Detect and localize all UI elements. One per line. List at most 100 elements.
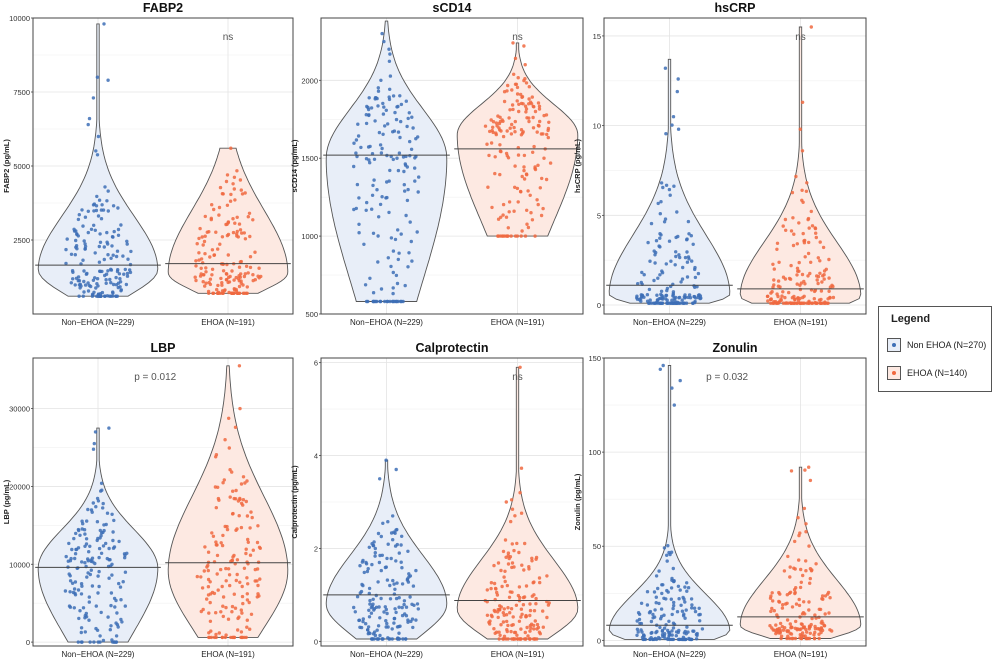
data-point-non-ehoa [108,628,113,632]
data-point-non-ehoa [99,489,103,493]
data-point-ehoa [525,116,529,120]
data-point-ehoa [501,134,506,139]
data-point-non-ehoa [688,296,693,300]
significance-annotation: ns [223,32,234,43]
data-point-non-ehoa [113,605,117,609]
data-point-non-ehoa [400,534,404,538]
data-point-non-ehoa [409,239,413,244]
data-point-non-ehoa [394,610,398,615]
data-point-ehoa [234,488,238,493]
data-point-ehoa [536,163,540,167]
data-point-non-ehoa [86,230,91,235]
x-tick-label: EHOA (N=191) [491,650,545,659]
data-point-ehoa [804,530,808,534]
data-point-non-ehoa [393,531,397,535]
data-point-non-ehoa [392,129,397,133]
data-point-ehoa [249,510,253,514]
data-point-ehoa [489,141,494,145]
data-point-ehoa [804,569,808,573]
data-point-ehoa [251,218,255,222]
data-point-non-ehoa [369,106,374,110]
legend-title: Legend [891,313,931,325]
data-point-ehoa [208,255,212,259]
data-point-non-ehoa [382,610,386,614]
data-point-non-ehoa [663,636,667,641]
data-point-outlier [394,467,398,472]
data-point-ehoa [225,527,230,532]
data-point-ehoa [207,611,211,615]
data-point-ehoa [784,228,788,232]
data-point-ehoa [513,514,517,518]
data-point-ehoa [810,224,815,228]
x-tick-label: Non−EHOA (N=229) [62,650,135,659]
data-point-ehoa [810,301,815,305]
data-point-ehoa [783,217,788,222]
data-point-ehoa [256,583,260,588]
data-point-non-ehoa [665,286,670,291]
significance-annotation: ns [512,372,523,383]
data-point-non-ehoa [106,189,110,193]
data-point-ehoa [808,631,812,635]
data-point-ehoa [536,101,541,105]
data-point-ehoa [799,627,803,631]
data-point-non-ehoa [684,301,689,305]
data-point-ehoa [214,455,218,459]
data-point-ehoa [800,188,804,192]
data-point-non-ehoa [109,624,113,628]
data-point-non-ehoa [673,298,677,303]
y-tick-label: 4 [314,452,318,461]
data-point-non-ehoa [381,112,386,116]
data-point-ehoa [529,211,533,215]
data-point-non-ehoa [106,615,110,619]
data-point-non-ehoa [79,630,84,635]
data-point-ehoa [488,619,492,623]
data-point-non-ehoa [100,203,104,207]
data-point-non-ehoa [364,562,369,566]
data-point-ehoa [799,567,803,572]
violin-non-ehoa [37,23,159,297]
data-point-ehoa [800,272,805,277]
data-point-non-ehoa [95,194,99,199]
data-point-non-ehoa [648,259,652,263]
data-point-non-ehoa [359,625,364,630]
data-point-non-ehoa [387,59,392,63]
data-point-ehoa [221,604,225,608]
data-point-non-ehoa [370,152,375,156]
data-point-ehoa [795,266,800,270]
data-point-non-ehoa [389,531,394,535]
data-point-non-ehoa [646,240,650,245]
data-point-non-ehoa [108,558,112,562]
data-point-non-ehoa [84,537,89,541]
data-point-non-ehoa [83,561,87,565]
data-point-ehoa [519,133,524,137]
data-point-non-ehoa [404,213,408,218]
data-point-ehoa [807,240,811,245]
data-point-non-ehoa [398,94,402,98]
data-point-ehoa [801,625,805,630]
data-point-non-ehoa [640,270,644,275]
data-point-non-ehoa [658,212,662,216]
data-point-non-ehoa [81,258,85,262]
data-point-non-ehoa [376,624,381,628]
data-point-ehoa [786,554,790,559]
data-point-outlier [800,100,805,105]
data-point-non-ehoa [635,627,640,631]
panel-frame [320,17,584,315]
data-point-non-ehoa [388,597,393,601]
data-point-non-ehoa [365,200,369,205]
data-point-ehoa [502,607,506,611]
data-point-ehoa [781,301,786,305]
data-point-ehoa [535,622,540,627]
data-point-ehoa [239,630,244,634]
data-point-non-ehoa [111,204,116,208]
data-point-ehoa [546,126,551,131]
violin-ehoa [739,26,862,304]
data-point-non-ehoa [81,522,85,526]
data-point-ehoa [519,615,523,619]
data-point-ehoa [817,627,821,631]
data-point-non-ehoa [94,286,98,290]
data-point-non-ehoa [94,505,98,509]
data-point-ehoa [515,85,520,90]
data-point-non-ehoa [391,157,395,162]
data-point-ehoa [245,625,249,629]
